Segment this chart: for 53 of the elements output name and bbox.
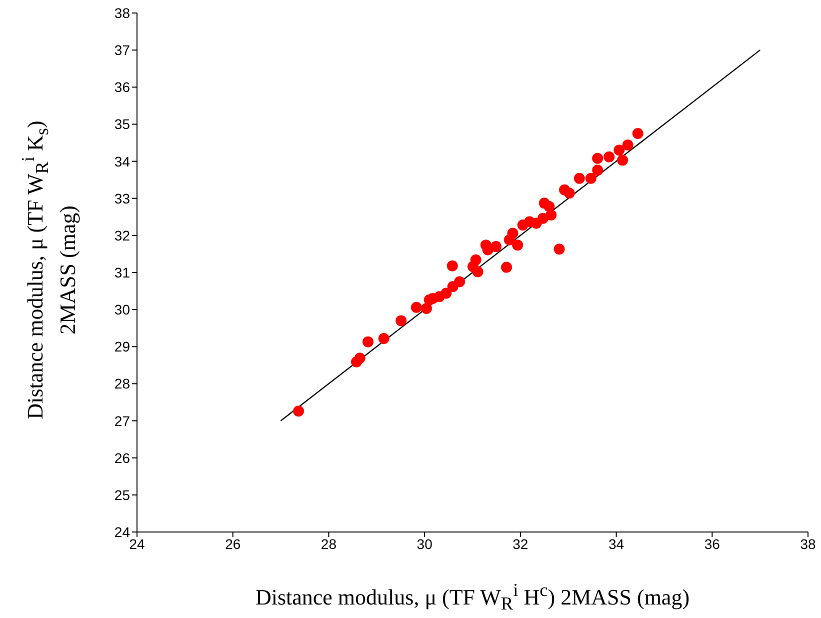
y-tick-label: 28: [114, 376, 130, 392]
point: [554, 244, 565, 255]
point: [440, 288, 452, 299]
point: [420, 302, 432, 314]
point: [293, 406, 304, 417]
point: [470, 254, 482, 266]
point: [622, 139, 634, 150]
point: [632, 128, 644, 139]
y-tick-label: 26: [114, 450, 130, 466]
point: [454, 276, 466, 288]
point: [592, 152, 604, 164]
point: [592, 164, 604, 176]
point: [480, 240, 492, 251]
x-tick-label: 30: [416, 536, 433, 552]
point: [546, 210, 557, 221]
x-tick-label: 38: [800, 536, 816, 552]
y-tick-label: 33: [114, 190, 130, 206]
x-tick-label: 34: [608, 536, 624, 552]
y-tick-label: 31: [114, 264, 130, 280]
point: [396, 315, 407, 326]
y-tick-label: 24: [114, 524, 130, 540]
point: [617, 154, 628, 166]
y-tick-label: 29: [114, 338, 130, 355]
x-tick-label: 32: [512, 536, 528, 552]
y-tick-label: 38: [114, 4, 130, 21]
point: [574, 172, 585, 184]
y-tick-label: 32: [114, 227, 130, 244]
y-tick-label: 27: [114, 412, 130, 429]
point: [446, 260, 458, 272]
point: [490, 241, 502, 252]
y-tick-label: 25: [114, 486, 130, 503]
point: [585, 172, 596, 184]
y-tick-label: 36: [114, 79, 130, 96]
point: [512, 240, 524, 251]
x-tick-label: 36: [704, 536, 720, 552]
point: [410, 302, 422, 313]
y-tick-label: 35: [114, 116, 130, 132]
point: [354, 352, 366, 364]
point: [378, 332, 390, 344]
point: [472, 266, 484, 278]
y-tick-label: 34: [114, 153, 130, 170]
y-tick-label: 30: [114, 302, 130, 318]
point: [507, 228, 518, 239]
point: [501, 262, 512, 273]
point: [564, 188, 575, 199]
point: [604, 151, 615, 162]
x-tick-label: 26: [225, 536, 241, 552]
x-axis-title: Distance modulus, μ (TF W$_{R}$$^{i}$ H$^{c}$) 2MASS (mag): [254, 580, 691, 615]
point: [614, 144, 625, 156]
x-tick-label: 28: [320, 536, 337, 552]
x-tick-label: 24: [129, 536, 145, 552]
point: [362, 336, 374, 348]
y-tick-label: 37: [114, 42, 130, 58]
